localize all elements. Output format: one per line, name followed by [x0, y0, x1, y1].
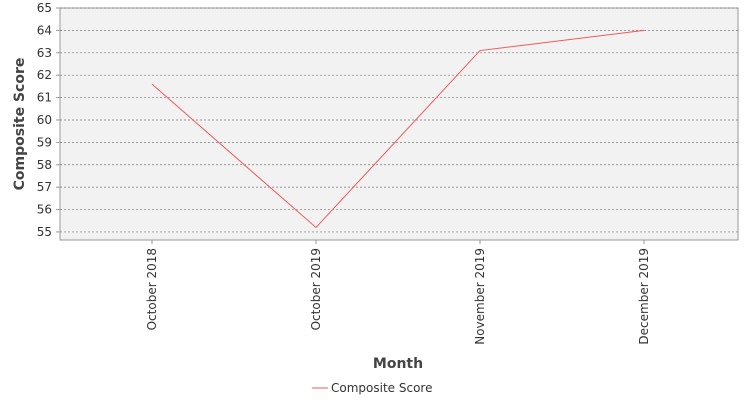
y-tick-label: 62 — [37, 68, 52, 82]
plot-area — [59, 7, 739, 241]
y-tick-label: 61 — [37, 91, 52, 105]
y-tick-label: 55 — [37, 225, 52, 239]
y-tick-label: 57 — [37, 180, 52, 194]
y-tick-label: 60 — [37, 113, 52, 127]
y-tick-label: 56 — [37, 203, 52, 217]
y-tick-label: 58 — [37, 158, 52, 172]
x-tick-label: October 2019 — [309, 248, 323, 330]
data-line — [151, 29, 645, 229]
y-tick-label: 59 — [37, 135, 52, 149]
x-tick-label: October 2018 — [145, 248, 159, 330]
y-tick-label: 63 — [37, 46, 52, 60]
x-axis-title: Month — [373, 356, 423, 372]
y-tick-label: 65 — [37, 1, 52, 15]
x-tick-label: November 2019 — [473, 248, 487, 345]
y-axis-title: Composite Score — [12, 58, 28, 191]
legend-label: Composite Score — [331, 381, 432, 395]
x-tick-label: December 2019 — [637, 248, 651, 345]
y-tick-label: 64 — [37, 23, 52, 37]
